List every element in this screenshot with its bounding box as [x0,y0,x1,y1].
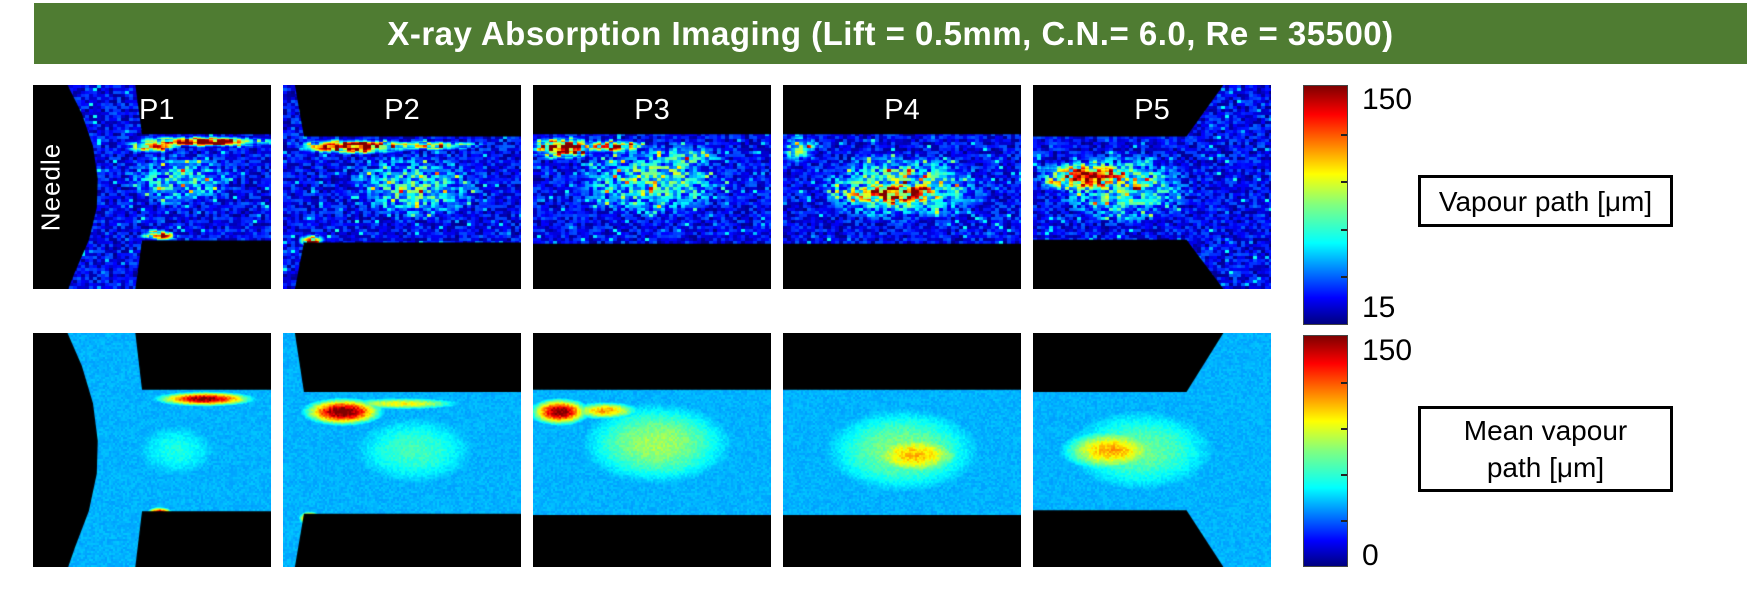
heatmap-panel-mean-vapour-path-p2 [283,333,521,567]
colorbar-tick [1341,228,1347,231]
colorbar-tick [1341,276,1347,279]
heatmap-panel-instantaneous-vapour-path-p4: P4 [783,85,1021,289]
colorbar-vapour-path [1303,85,1348,325]
heatmap-canvas [1033,85,1271,289]
heatmap-panel-instantaneous-vapour-path-p3: P3 [533,85,771,289]
heatmap-canvas [1033,333,1271,567]
panel-label-p1: P1 [139,94,175,126]
mean-vapour-path-legend-box: Mean vapour path [μm] [1418,406,1673,492]
heatmap-panel-mean-vapour-path-p3 [533,333,771,567]
heatmap-canvas [283,85,521,289]
heatmap-panel-mean-vapour-path-p4 [783,333,1021,567]
colorbar-mean-vapour-path [1303,335,1348,567]
colorbar-tick [1341,181,1347,184]
heatmap-panel-instantaneous-vapour-path-p5: P5 [1033,85,1271,289]
heatmap-canvas [783,85,1021,289]
heatmap-panel-mean-vapour-path-p5 [1033,333,1271,567]
panel-label-p3: P3 [634,94,670,126]
colorbar-vapour-path-max-label: 150 [1362,83,1413,116]
mean-vapour-path-legend-line2: path [μm] [1486,452,1605,483]
colorbar-mean-vapour-path-max-label: 150 [1362,334,1413,367]
colorbar-tick [1341,474,1347,476]
heatmap-canvas [33,85,271,289]
panel-label-p4: P4 [884,94,920,126]
colorbar-tick [1341,133,1347,136]
colorbar-tick [1341,382,1347,384]
heatmap-panel-mean-vapour-path-p1 [33,333,271,567]
colorbar-vapour-path-min-label: 15 [1362,291,1396,324]
needle-label: Needle [35,142,66,232]
heatmap-canvas [533,85,771,289]
title-bar: X-ray Absorption Imaging (Lift = 0.5mm, … [34,3,1747,64]
panel-label-p5: P5 [1134,94,1170,126]
heatmap-canvas [283,333,521,567]
panel-label-p2: P2 [384,94,420,126]
colorbar-mean-vapour-path-min-label: 0 [1362,539,1379,572]
vapour-path-legend-text: Vapour path [μm] [1438,185,1653,217]
vapour-path-legend-box: Vapour path [μm] [1418,175,1673,227]
colorbar-tick [1341,428,1347,430]
mean-vapour-path-legend-line1: Mean vapour [1463,415,1628,446]
heatmap-panel-instantaneous-vapour-path-p2: P2 [283,85,521,289]
heatmap-canvas [783,333,1021,567]
colorbar-tick [1341,520,1347,522]
heatmap-canvas [33,333,271,567]
figure-title: X-ray Absorption Imaging (Lift = 0.5mm, … [387,14,1394,52]
heatmap-canvas [533,333,771,567]
heatmap-panel-instantaneous-vapour-path-p1: P1 Needle [33,85,271,289]
